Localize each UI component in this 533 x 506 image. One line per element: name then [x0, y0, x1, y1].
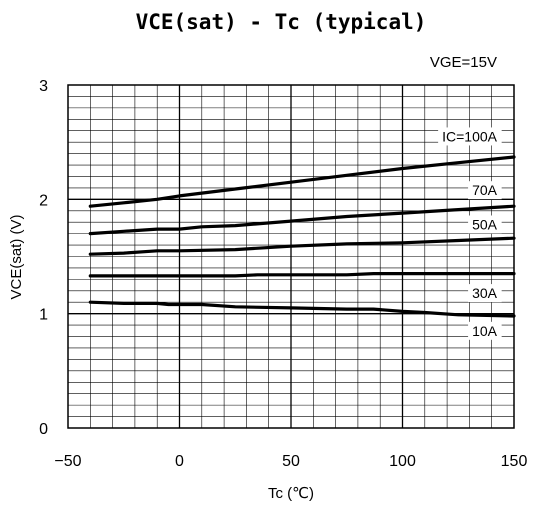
x-axis-label: Tc (℃) — [268, 485, 314, 502]
x-axis-ticks: −50 0 50 100 150 — [54, 453, 527, 470]
series-line-2 — [88, 236, 516, 256]
plot-frame — [67, 84, 515, 429]
series-label-bg-1 — [468, 181, 502, 200]
x-tick-label: 0 — [175, 453, 184, 470]
series-label-3: 30A — [472, 285, 498, 301]
y-tick-label: 0 — [39, 421, 48, 438]
series-label-4: 10A — [472, 323, 498, 339]
x-tick-label: 150 — [501, 453, 528, 470]
y-tick-label: 3 — [39, 78, 48, 95]
series-label-1: 70A — [472, 182, 498, 198]
series-label-2: 50A — [472, 216, 498, 232]
series-label-0: IC=100A — [442, 128, 498, 144]
y-tick-label: 1 — [39, 307, 48, 324]
series-layer — [88, 155, 516, 318]
x-tick-label: 50 — [282, 453, 300, 470]
series-label-bg-2 — [468, 215, 502, 234]
condition-note: VGE=15V — [430, 54, 497, 71]
series-label-bg-3 — [468, 284, 502, 303]
series-label-bg-4 — [468, 321, 502, 340]
x-tick-label: 100 — [389, 453, 416, 470]
y-axis-ticks: 0 1 2 3 — [39, 78, 48, 438]
series-line-4 — [88, 300, 516, 318]
y-axis-label: VCE(sat) (V) — [8, 214, 25, 299]
chart-title: VCE(sat) - Tc (typical) — [136, 10, 427, 34]
series-line-3 — [88, 272, 516, 278]
x-tick-label: −50 — [54, 453, 81, 470]
series-line-0 — [88, 155, 516, 208]
y-tick-label: 2 — [39, 192, 48, 209]
series-label-bg-0 — [438, 127, 502, 146]
series-label-layer: IC=100A 70A 50A 30A 10A — [438, 127, 502, 340]
series-line-1 — [88, 204, 516, 236]
